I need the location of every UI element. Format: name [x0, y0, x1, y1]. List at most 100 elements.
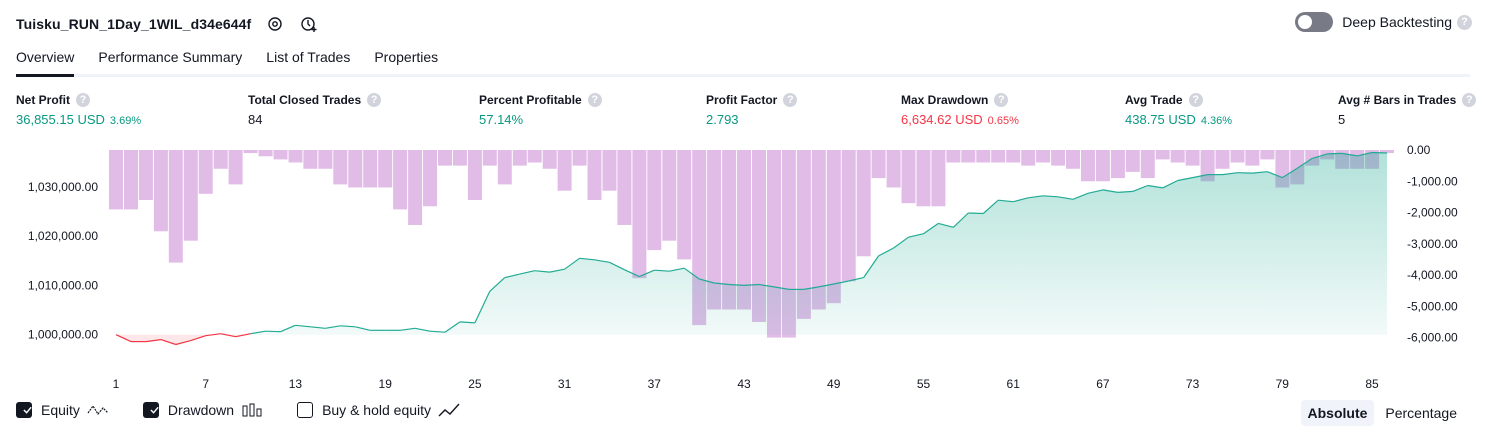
equity-line-segment: [1312, 153, 1328, 159]
equity-line-segment: [893, 236, 909, 249]
chart-legend: Equity Drawdown Buy & hold equity: [16, 402, 494, 418]
drawdown-bar: [796, 150, 811, 319]
deep-backtesting-label: Deep Backtesting: [1342, 14, 1452, 30]
legend-label: Buy & hold equity: [322, 402, 432, 418]
drawdown-bar: [333, 150, 348, 185]
drawdown-bar: [647, 150, 662, 251]
drawdown-bar: [886, 150, 901, 188]
equity-checkbox[interactable]: [16, 402, 32, 418]
drawdown-bar: [587, 150, 602, 200]
drawdown-bar: [722, 150, 737, 310]
metric-value: 84: [248, 112, 263, 127]
equity-line-segment: [414, 327, 431, 332]
buy-hold-checkbox[interactable]: [297, 402, 314, 418]
drawdown-bar: [901, 150, 916, 204]
equity-line-segment: [1087, 189, 1104, 194]
metric-label: Max Drawdown: [901, 93, 989, 107]
drawdown-bar: [991, 150, 1006, 163]
metric-total-closed-trades: Total Closed Trades? 84: [248, 93, 382, 127]
help-icon[interactable]: ?: [1457, 14, 1472, 30]
x-axis-tick-label: 25: [468, 377, 482, 391]
x-axis-tick-label: 7: [202, 377, 209, 391]
left-axis-tick-label: 1,020,000.00: [28, 229, 98, 243]
drawdown-bar: [438, 150, 452, 166]
drawdown-bar: [662, 150, 677, 241]
legend-buy-hold-equity[interactable]: Buy & hold equity: [297, 402, 460, 418]
drawdown-bar: [1036, 150, 1051, 163]
legend-equity[interactable]: Equity: [16, 402, 109, 418]
drawdown-bar: [871, 150, 886, 179]
drawdown-bar: [1110, 150, 1125, 179]
equity-line-segment: [504, 273, 520, 279]
equity-line-segment: [758, 283, 774, 288]
info-icon[interactable]: ?: [783, 93, 798, 107]
tab-performance-summary[interactable]: Performance Summary: [98, 49, 243, 65]
percentage-button[interactable]: Percentage: [1385, 405, 1457, 421]
tab-overview[interactable]: Overview: [16, 46, 75, 77]
equity-line-segment: [1102, 189, 1118, 193]
drawdown-bars-icon: [242, 403, 262, 417]
metric-avg-bars-in-trades: Avg # Bars in Trades? 5: [1338, 93, 1477, 127]
x-axis-tick-label: 49: [827, 377, 841, 391]
tab-list-of-trades[interactable]: List of Trades: [266, 49, 351, 65]
equity-line-segment: [729, 283, 745, 286]
value-mode-switch: Absolute Percentage: [1297, 400, 1465, 426]
drawdown-bar: [378, 150, 393, 188]
equity-line-segment: [115, 334, 132, 343]
strategy-header: Tuisku_RUN_1Day_1WIL_d34e644f: [16, 10, 319, 38]
equity-line-segment: [654, 269, 670, 272]
drawdown-bar: [1260, 150, 1275, 160]
equity-line-segment: [549, 268, 565, 273]
info-icon[interactable]: ?: [1462, 93, 1477, 107]
buy-hold-line-icon: [438, 403, 460, 417]
info-icon[interactable]: ?: [367, 93, 382, 107]
equity-line-segment: [355, 326, 371, 331]
equity-line-segment: [1043, 195, 1059, 198]
drawdown-bar: [497, 150, 512, 185]
drawdown-bar: [363, 150, 378, 188]
equity-line-icon: [87, 404, 109, 416]
tab-properties[interactable]: Properties: [374, 49, 439, 65]
info-icon[interactable]: ?: [994, 93, 1009, 107]
left-axis-tick-label: 1,010,000.00: [28, 278, 98, 292]
info-icon[interactable]: ?: [76, 93, 90, 107]
drawdown-bar: [183, 150, 198, 241]
metric-value: 438.75 USD: [1125, 112, 1196, 127]
equity-line-segment: [878, 247, 894, 257]
legend-drawdown[interactable]: Drawdown: [142, 402, 263, 418]
drawdown-bar: [931, 150, 946, 207]
add-alert-icon[interactable]: [299, 14, 319, 34]
drawdown-bar: [452, 150, 467, 166]
equity-line-segment: [145, 339, 161, 343]
equity-line-segment: [594, 259, 610, 263]
equity-line-segment: [1371, 151, 1388, 154]
info-icon[interactable]: ?: [587, 93, 602, 107]
equity-line-segment: [1267, 171, 1283, 179]
drawdown-bar: [572, 150, 587, 166]
metric-value: 57.14%: [479, 112, 524, 127]
drawdown-bar: [1215, 150, 1230, 169]
drawdown-checkbox[interactable]: [142, 402, 159, 418]
equity-area: [116, 152, 1387, 335]
equity-line-segment: [609, 261, 625, 271]
equity-loss-area: [116, 334, 1387, 345]
settings-icon[interactable]: [265, 14, 285, 34]
metric-value: 5: [1338, 112, 1346, 127]
equity-line-segment: [1281, 167, 1298, 179]
metric-label: Avg # Bars in Trades: [1338, 93, 1457, 107]
equity-line-segment: [235, 333, 251, 338]
equity-drawdown-chart[interactable]: 1,000,000.00 1,010,000.00 1,020,000.00 1,03…: [0, 140, 1486, 395]
equity-line-segment: [474, 291, 491, 324]
equity-line-segment: [639, 269, 655, 278]
info-icon[interactable]: ?: [1188, 93, 1203, 107]
metric-label: Avg Trade: [1125, 93, 1183, 107]
x-axis-tick-label: 61: [1007, 377, 1021, 391]
drawdown-bar: [467, 150, 482, 200]
drawdown-bar: [1051, 150, 1066, 166]
absolute-button[interactable]: Absolute: [1300, 400, 1375, 426]
deep-backtesting-toggle[interactable]: [1295, 12, 1334, 32]
equity-line-segment: [429, 330, 446, 333]
metric-label: Net Profit: [16, 93, 70, 107]
metric-percent: 4.36%: [1200, 115, 1233, 127]
equity-line-segment: [803, 286, 819, 290]
